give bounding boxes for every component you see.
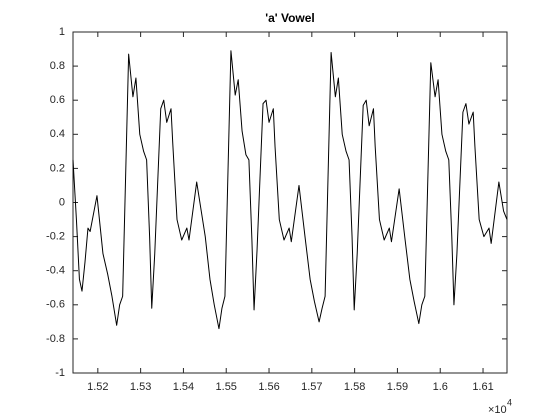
- y-tick-label: -0.2: [46, 231, 65, 243]
- x-tick-label: 1.57: [301, 381, 322, 393]
- x-exponent: 4: [507, 397, 512, 407]
- y-tick-label: 1: [59, 26, 65, 38]
- waveform-line: [72, 50, 508, 330]
- x-tick-label: 1.58: [344, 381, 365, 393]
- y-tick-label: 0.4: [50, 128, 65, 140]
- x-tick-label: 1.56: [258, 381, 279, 393]
- y-tick-label: 0: [59, 196, 65, 208]
- x-multiplier: ×10: [488, 404, 507, 416]
- x-tick-label: 1.52: [87, 381, 108, 393]
- x-tick-label: 1.6: [433, 381, 448, 393]
- y-tick-label: 0.2: [50, 162, 65, 174]
- y-tick-label: -0.8: [46, 333, 65, 345]
- x-tick-label: 1.53: [130, 381, 151, 393]
- y-tick-label: 0.6: [50, 94, 65, 106]
- axes-box: [72, 31, 508, 374]
- y-tick-label: -1: [55, 367, 65, 379]
- x-tick-label: 1.54: [173, 381, 194, 393]
- y-tick-label: -0.6: [46, 299, 65, 311]
- x-tick-label: 1.59: [387, 381, 408, 393]
- y-tick-label: 0.8: [50, 60, 65, 72]
- chart-title: 'a' Vowel: [265, 11, 315, 25]
- x-tick-label: 1.55: [216, 381, 237, 393]
- y-tick-label: -0.4: [46, 265, 65, 277]
- x-tick-label: 1.61: [472, 381, 493, 393]
